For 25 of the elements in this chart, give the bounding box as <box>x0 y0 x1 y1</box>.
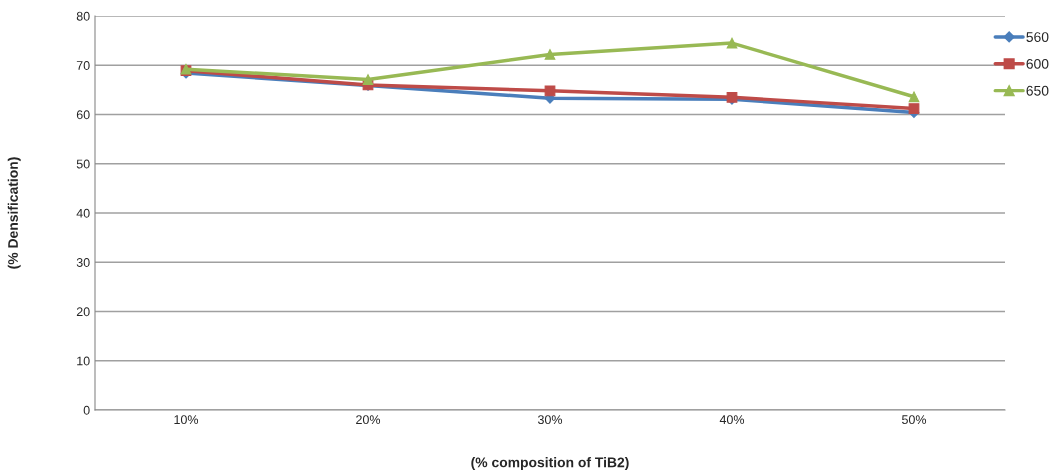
x-tick-label: 10% <box>174 415 199 425</box>
y-tick-label: 10 <box>77 356 90 366</box>
y-tick-label: 20 <box>76 307 90 317</box>
point <box>908 91 920 103</box>
legend-label: 560 <box>1026 32 1049 42</box>
y-tick-label: 70 <box>76 61 90 70</box>
point <box>362 74 374 85</box>
point <box>544 49 556 60</box>
y-tick-label: 50 <box>76 159 90 169</box>
point <box>908 103 920 114</box>
point <box>726 37 738 49</box>
y-tick-label: 60 <box>76 110 90 120</box>
y-tick-label: 30 <box>76 258 90 267</box>
y-tick-label: 0 <box>83 405 90 415</box>
legend-label: 600 <box>1026 58 1049 69</box>
x-axis-title: (% composition of TiB2) <box>471 457 629 471</box>
x-tick-label: 40% <box>719 415 745 425</box>
y-tick-label: 80 <box>76 11 90 21</box>
y-tick-label: 40 <box>76 208 90 218</box>
legend-label: 650 <box>1026 85 1049 96</box>
point <box>544 85 556 97</box>
x-tick-label: 20% <box>356 415 381 425</box>
x-tick-label: 50% <box>901 415 927 425</box>
x-tick-label: 30% <box>537 415 563 425</box>
y-axis-title: (% Densification) <box>7 157 21 269</box>
